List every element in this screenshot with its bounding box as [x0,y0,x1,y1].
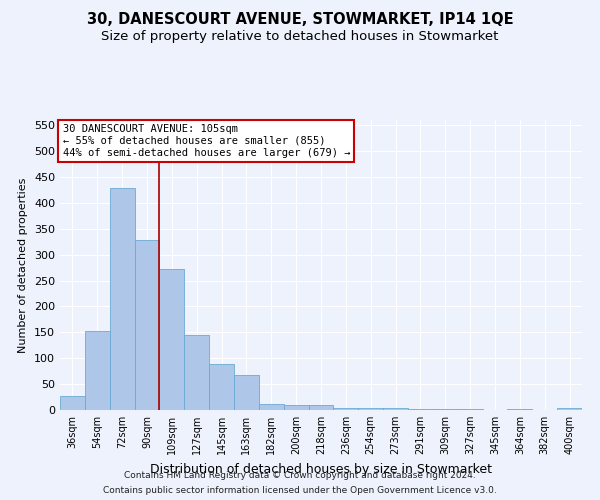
Bar [60,396,85,410]
Bar [259,404,284,410]
Y-axis label: Number of detached properties: Number of detached properties [19,178,28,352]
Bar [110,188,134,410]
Bar [383,408,408,410]
X-axis label: Distribution of detached houses by size in Stowmarket: Distribution of detached houses by size … [150,462,492,475]
Bar [334,408,358,410]
Text: Contains public sector information licensed under the Open Government Licence v3: Contains public sector information licen… [103,486,497,495]
Bar [358,408,383,410]
Bar [85,331,110,410]
Bar [134,240,160,410]
Bar [160,269,184,410]
Text: 30, DANESCOURT AVENUE, STOWMARKET, IP14 1QE: 30, DANESCOURT AVENUE, STOWMARKET, IP14 … [86,12,514,28]
Bar [234,375,259,410]
Bar [557,408,582,410]
Bar [284,406,308,410]
Bar [308,405,334,410]
Text: 30 DANESCOURT AVENUE: 105sqm
← 55% of detached houses are smaller (855)
44% of s: 30 DANESCOURT AVENUE: 105sqm ← 55% of de… [62,124,350,158]
Text: Size of property relative to detached houses in Stowmarket: Size of property relative to detached ho… [101,30,499,43]
Text: Contains HM Land Registry data © Crown copyright and database right 2024.: Contains HM Land Registry data © Crown c… [124,471,476,480]
Bar [184,335,209,410]
Bar [209,364,234,410]
